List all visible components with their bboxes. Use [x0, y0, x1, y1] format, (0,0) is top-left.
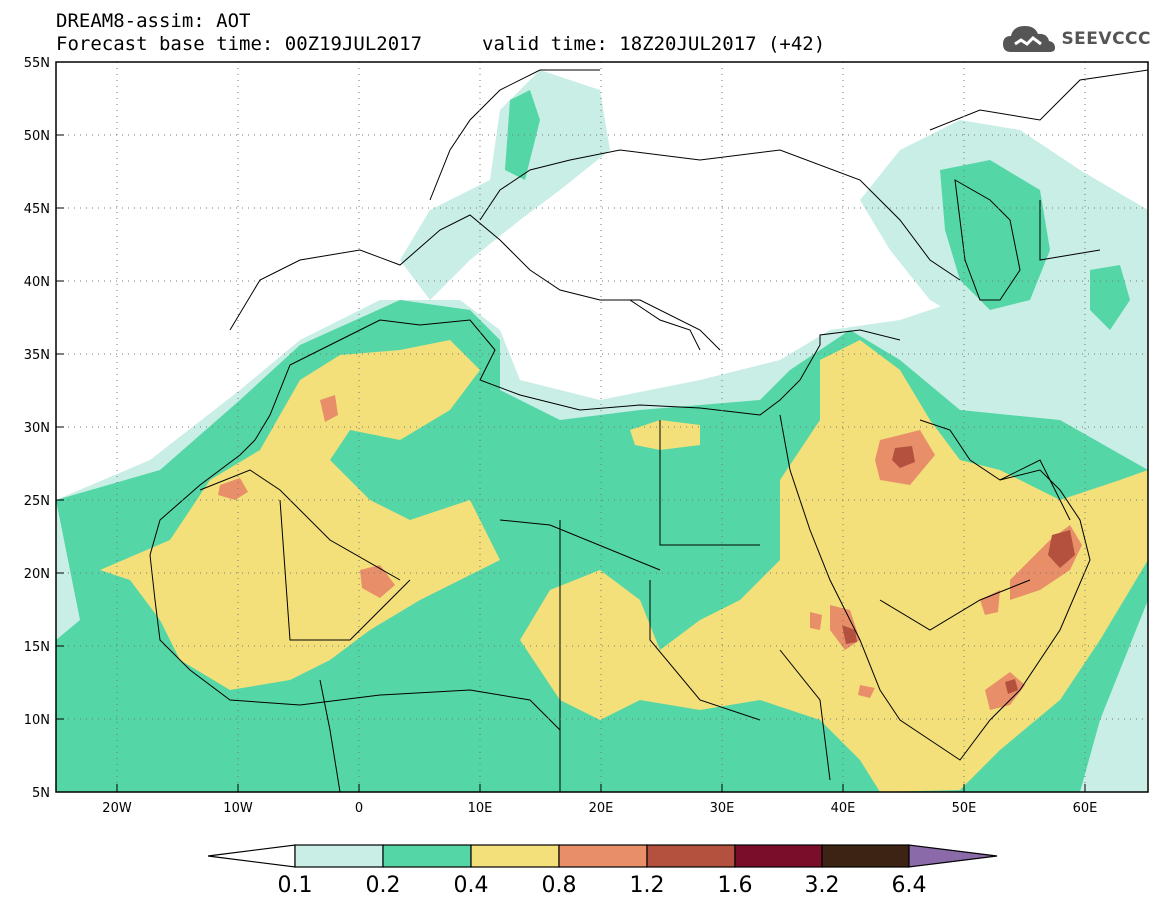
- coastlines: [149, 69, 1148, 792]
- colorbar-label: 0.4: [454, 873, 489, 898]
- colorbar-segment: [558, 844, 648, 868]
- lat-label: 20N: [24, 567, 50, 582]
- lat-label: 25N: [24, 494, 50, 509]
- colorbar: [207, 844, 998, 868]
- ticks: [56, 61, 1086, 792]
- title-line-1: DREAM8-assim: AOT: [56, 10, 251, 32]
- lat-label: 15N: [24, 640, 50, 655]
- lat-label: 40N: [24, 275, 50, 290]
- logo: SEEVCCC: [1001, 22, 1151, 56]
- lon-label: 0: [355, 801, 363, 816]
- colorbar-label: 0.8: [542, 873, 577, 898]
- colorbar-label: 0.1: [278, 873, 313, 898]
- gridlines: [56, 62, 1148, 792]
- colorbar-label: 1.2: [630, 873, 665, 898]
- title-line-2: Forecast base time: 00Z19JUL2017: [56, 33, 423, 55]
- colorbar-segment: [470, 844, 560, 868]
- colorbar-label: 6.4: [892, 873, 927, 898]
- lon-label: 30E: [710, 801, 735, 816]
- lat-label: 5N: [32, 786, 50, 801]
- colorbar-high-arrow: [908, 844, 998, 868]
- colorbar-segment: [734, 844, 823, 868]
- colorbar-labels: 0.1 0.2 0.4 0.8 1.2 1.6 3.2 6.4: [278, 873, 927, 898]
- longitude-labels: 20W 10W 0 10E 20E 30E 40E 50E 60E: [102, 801, 1097, 816]
- lat-label: 45N: [24, 202, 50, 217]
- cloud-icon: [1003, 26, 1056, 52]
- lon-label: 60E: [1073, 801, 1098, 816]
- lat-label: 30N: [24, 421, 50, 436]
- lat-label: 10N: [24, 713, 50, 728]
- lon-label: 40E: [831, 801, 856, 816]
- colorbar-low-arrow: [207, 844, 296, 868]
- colorbar-label: 3.2: [805, 873, 840, 898]
- title-line-3: valid time: 18Z20JUL2017 (+42): [482, 33, 826, 55]
- colorbar-label: 1.6: [718, 873, 753, 898]
- lon-label: 20E: [589, 801, 614, 816]
- lon-label: 10E: [468, 801, 493, 816]
- lon-label: 20W: [102, 801, 132, 816]
- logo-text: SEEVCCC: [1061, 29, 1151, 49]
- colorbar-segment: [646, 844, 736, 868]
- lat-label: 35N: [24, 348, 50, 363]
- lon-label: 10W: [223, 801, 253, 816]
- lon-label: 50E: [952, 801, 977, 816]
- latitude-labels: 55N 50N 45N 40N 35N 30N 25N 20N 15N 10N …: [24, 56, 50, 801]
- colorbar-segment: [294, 844, 384, 868]
- colorbar-segment: [821, 844, 910, 868]
- colorbar-segment: [382, 844, 472, 868]
- lat-label: 55N: [24, 56, 50, 71]
- lat-label: 50N: [24, 129, 50, 144]
- colorbar-label: 0.2: [366, 873, 401, 898]
